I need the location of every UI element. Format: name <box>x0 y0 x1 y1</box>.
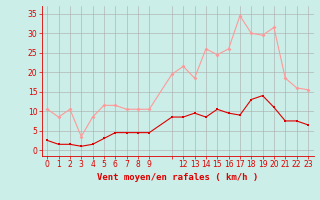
X-axis label: Vent moyen/en rafales ( km/h ): Vent moyen/en rafales ( km/h ) <box>97 173 258 182</box>
